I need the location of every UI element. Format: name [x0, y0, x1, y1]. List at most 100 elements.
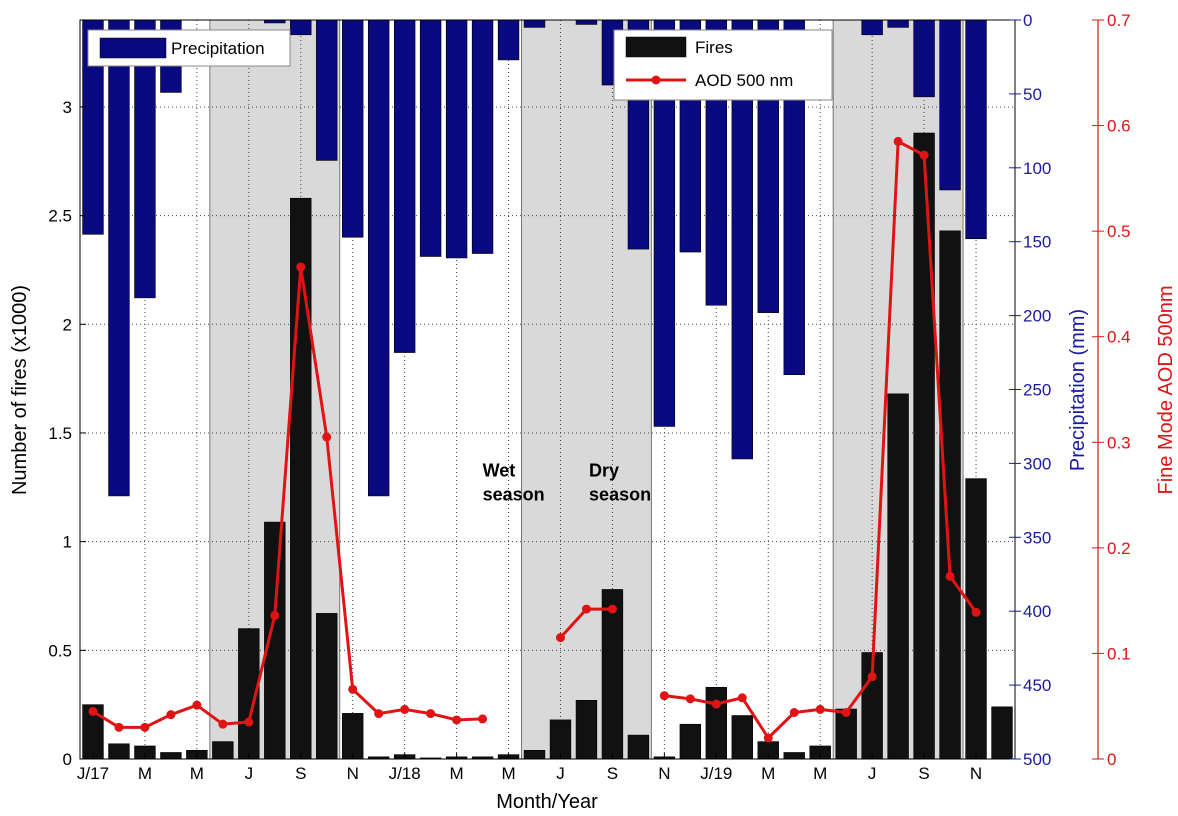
aod-point-13: [426, 709, 436, 719]
precip-bar-11: [367, 19, 390, 497]
left-axis-label: Number of fires (x1000): [9, 285, 31, 495]
aod-tick-label-6: 0.6: [1107, 117, 1131, 136]
aod-point-31: [893, 136, 903, 146]
annotation-0-line-0: Wet: [483, 460, 516, 480]
aod-point-23: [685, 694, 695, 704]
x-tick-label-9: J: [556, 764, 565, 783]
season-annotations: Wet season Dry season: [483, 460, 652, 504]
precip-tick-label-7: 350: [1023, 528, 1051, 547]
fire-bar-1: [108, 743, 130, 760]
aod-point-4: [192, 700, 202, 710]
aod-point-1: [114, 722, 124, 732]
precipitation-axis: 0 50 100 150 200 250 300 350 400 450 500: [1009, 11, 1051, 769]
x-tick-label-7: M: [450, 764, 464, 783]
x-tick-label-4: S: [295, 764, 306, 783]
precip-bar-10: [342, 19, 364, 238]
left-tick-label-2: 1: [63, 533, 72, 552]
aod-tick-label-0: 0: [1107, 750, 1116, 769]
aod-tick-label-2: 0.2: [1107, 539, 1131, 558]
x-tick-label-0: J/17: [77, 764, 109, 783]
precip-bar-16: [497, 19, 520, 61]
aod-point-12: [400, 704, 410, 714]
legend-precipitation: Precipitation: [87, 29, 291, 67]
x-tick-label-17: N: [970, 764, 982, 783]
aod-point-2: [140, 722, 150, 732]
aod-segment-0: [92, 265, 483, 729]
annotation-0-line-1: season: [483, 484, 545, 504]
aod-point-18: [555, 633, 565, 643]
aod-point-28: [815, 704, 825, 714]
precip-bar-8: [290, 19, 312, 36]
precip-axis-label: Precipitation (mm): [1067, 309, 1089, 471]
left-tick-label-0: 0: [63, 750, 72, 769]
x-tick-label-14: M: [813, 764, 827, 783]
aod-line: [88, 136, 981, 743]
left-tick-label-1: 0.5: [48, 641, 72, 660]
fire-bar-20: [601, 589, 624, 760]
legend-precip-label: Precipitation: [171, 39, 265, 58]
aod-axis: 0 0.1 0.2 0.3 0.4 0.5 0.6 0.7: [1092, 11, 1131, 769]
legend-precip-swatch: [99, 37, 167, 59]
precip-bar-34: [965, 19, 987, 240]
precip-tick-label-8: 400: [1023, 602, 1051, 621]
left-tick-label-3: 1.5: [48, 424, 72, 443]
aod-point-29: [841, 708, 851, 718]
aod-point-14: [452, 715, 462, 725]
fire-bar-31: [887, 393, 909, 760]
aod-point-32: [919, 150, 929, 160]
precip-bar-13: [419, 19, 442, 257]
aod-tick-label-4: 0.4: [1107, 328, 1131, 347]
aod-point-15: [478, 714, 488, 724]
fire-bar-25: [731, 715, 753, 760]
precip-bar-12: [393, 19, 416, 353]
fire-bar-33: [939, 230, 961, 760]
fire-bar-19: [575, 700, 598, 760]
aod-point-26: [763, 733, 773, 743]
left-axis: 0 0.5 1 1.5 2 2.5 3: [48, 98, 86, 769]
aod-point-27: [789, 708, 799, 718]
legend-aod-label: AOD 500 nm: [695, 71, 793, 90]
aod-axis-label: Fine Mode AOD 500nm: [1155, 286, 1177, 495]
x-tick-label-3: J: [245, 764, 254, 783]
aod-point-19: [581, 604, 591, 614]
x-axis-label: Month/Year: [496, 791, 598, 813]
fire-bar-35: [991, 706, 1013, 760]
aod-point-33: [945, 571, 955, 581]
precip-tick-label-6: 300: [1023, 454, 1051, 473]
fire-bar-10: [342, 713, 364, 760]
precip-bar-31: [887, 19, 909, 28]
aod-point-34: [971, 607, 981, 617]
aod-tick-label-5: 0.5: [1107, 222, 1131, 241]
precip-tick-label-2: 100: [1023, 159, 1051, 178]
aod-point-7: [270, 610, 280, 620]
x-tick-label-8: M: [501, 764, 515, 783]
aod-tick-label-7: 0.7: [1107, 11, 1131, 30]
aod-point-11: [374, 709, 384, 719]
legend-fires-swatch: [625, 36, 687, 58]
precip-bar-33: [939, 19, 961, 191]
fire-bar-17: [523, 750, 546, 760]
fire-bar-34: [965, 478, 987, 760]
precip-tick-label-1: 50: [1023, 85, 1042, 104]
legend-fires-aod: Fires AOD 500 nm: [613, 29, 833, 101]
legend-aod-marker: [651, 75, 661, 85]
fire-bar-23: [679, 723, 702, 760]
fire-bar-24: [705, 686, 728, 760]
aod-point-8: [296, 262, 306, 272]
aod-point-20: [607, 604, 617, 614]
x-axis: J/17 M M J S N J/18 M M J S N J/19 M M J S N: [77, 753, 982, 783]
aod-point-30: [867, 672, 877, 682]
fire-bar-27: [783, 752, 805, 760]
x-tick-label-15: J: [868, 764, 877, 783]
precip-bar-30: [861, 19, 883, 36]
aod-tick-label-3: 0.3: [1107, 433, 1131, 452]
left-tick-label-6: 3: [63, 98, 72, 117]
x-tick-label-2: M: [190, 764, 204, 783]
aod-point-0: [88, 706, 98, 716]
precip-tick-label-0: 0: [1023, 11, 1032, 30]
precip-tick-label-10: 500: [1023, 750, 1051, 769]
precip-bar-19: [575, 19, 598, 25]
x-tick-label-1: M: [138, 764, 152, 783]
x-tick-label-10: S: [607, 764, 618, 783]
